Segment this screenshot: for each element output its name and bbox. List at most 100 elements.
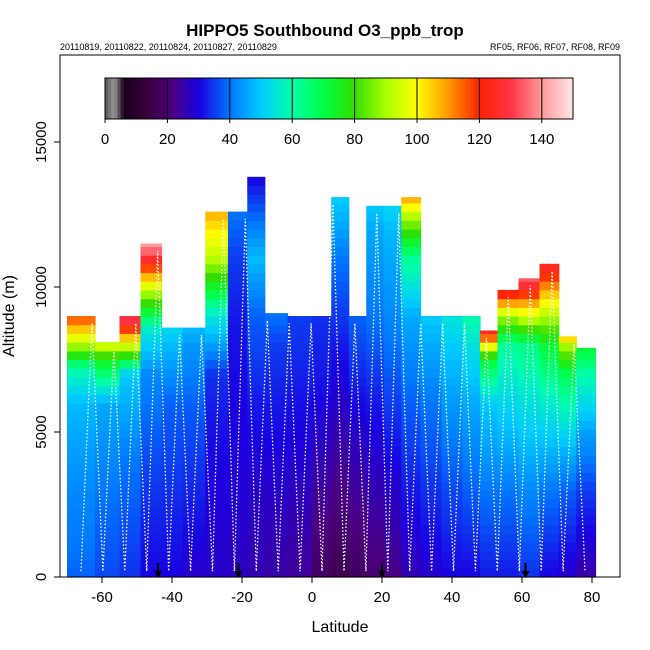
heat-cell bbox=[420, 490, 443, 500]
heat-cell bbox=[140, 385, 163, 395]
heat-cell bbox=[312, 359, 332, 369]
y-tick-label: 10000 bbox=[33, 266, 50, 308]
heat-cell bbox=[140, 255, 163, 265]
heat-cell bbox=[401, 542, 422, 552]
heat-cell bbox=[312, 472, 332, 482]
heat-cell bbox=[462, 420, 481, 430]
heat-cell bbox=[247, 289, 266, 300]
heat-cell bbox=[140, 246, 163, 256]
heat-cell bbox=[497, 403, 520, 413]
colorbar-swatch bbox=[245, 78, 250, 119]
heat-cell bbox=[228, 385, 248, 395]
colorbar-swatch bbox=[516, 78, 521, 119]
heat-cell bbox=[480, 463, 499, 474]
heat-cell bbox=[441, 333, 464, 343]
heat-cell bbox=[228, 429, 248, 439]
heat-cell bbox=[312, 429, 332, 439]
heat-cell bbox=[558, 550, 577, 561]
heat-cell bbox=[401, 490, 422, 500]
colorbar-swatch bbox=[429, 78, 434, 119]
heat-cell bbox=[518, 568, 541, 578]
heat-cell bbox=[480, 568, 499, 578]
colorbar-swatch bbox=[482, 78, 487, 119]
colorbar-swatch bbox=[270, 78, 274, 119]
heat-cell bbox=[366, 220, 385, 230]
heat-cell bbox=[480, 330, 499, 334]
heat-cell bbox=[518, 289, 541, 300]
y-tick-label: 0 bbox=[33, 573, 50, 581]
heat-column bbox=[205, 211, 229, 578]
heat-cell bbox=[182, 463, 206, 474]
heat-cell bbox=[441, 481, 464, 491]
colorbar-swatch bbox=[282, 78, 287, 119]
heat-cell bbox=[287, 342, 313, 352]
heat-cell bbox=[228, 516, 248, 526]
heat-cell bbox=[182, 550, 206, 561]
colorbar-tick-label: 40 bbox=[221, 131, 238, 148]
heat-cell bbox=[228, 446, 248, 456]
x-tick-label: -40 bbox=[161, 589, 183, 606]
heat-cell bbox=[518, 559, 541, 569]
heat-cell bbox=[247, 446, 266, 456]
colorbar-swatch bbox=[345, 78, 349, 119]
heat-cell bbox=[366, 342, 385, 352]
heat-cell bbox=[441, 429, 464, 439]
heat-cell bbox=[247, 533, 266, 543]
heat-cell bbox=[401, 272, 422, 282]
heat-cell bbox=[558, 403, 577, 413]
heat-cell bbox=[119, 550, 142, 561]
colorbar-tick-label: 140 bbox=[529, 131, 554, 148]
heat-cell bbox=[401, 350, 422, 361]
colorbar-swatch bbox=[432, 78, 437, 119]
heat-column bbox=[287, 316, 313, 578]
heat-cell bbox=[312, 324, 332, 334]
heat-cell bbox=[95, 542, 121, 552]
heat-cell bbox=[558, 376, 577, 387]
colorbar-swatch bbox=[161, 78, 165, 119]
heat-cell bbox=[401, 411, 422, 421]
heat-cell bbox=[383, 376, 402, 387]
heat-cell bbox=[539, 498, 560, 508]
heat-cell bbox=[119, 481, 142, 491]
heat-cell bbox=[558, 507, 577, 517]
heat-cell bbox=[205, 281, 229, 291]
heat-cell bbox=[497, 516, 520, 526]
heat-cell bbox=[287, 498, 313, 508]
colorbar-swatch bbox=[214, 78, 218, 119]
heat-cell bbox=[161, 327, 184, 334]
chart-title: HIPPO5 Southbound O3_ppb_trop bbox=[186, 21, 464, 40]
heat-cell bbox=[366, 263, 385, 274]
heat-cell bbox=[119, 342, 142, 352]
heat-cell bbox=[312, 490, 332, 500]
colorbar-swatch bbox=[404, 78, 409, 119]
heat-cell bbox=[497, 411, 520, 421]
heat-cell bbox=[182, 368, 206, 378]
colorbar-swatch bbox=[351, 78, 356, 119]
heat-cell bbox=[161, 516, 184, 526]
heat-cell bbox=[228, 316, 248, 326]
heat-cell bbox=[480, 368, 499, 378]
heat-cell bbox=[140, 324, 163, 334]
heat-cell bbox=[401, 307, 422, 317]
heat-cell bbox=[420, 385, 443, 395]
heat-cell bbox=[558, 446, 577, 456]
heat-cell bbox=[247, 490, 266, 500]
heat-cell bbox=[420, 498, 443, 508]
colorbar-swatch bbox=[145, 78, 150, 119]
heat-cell bbox=[264, 437, 289, 448]
heat-cell bbox=[95, 446, 121, 456]
heat-cell bbox=[228, 463, 248, 474]
colorbar-swatch bbox=[307, 78, 312, 119]
heat-cell bbox=[558, 516, 577, 526]
heat-column bbox=[140, 243, 163, 578]
heat-cell bbox=[539, 472, 560, 482]
heat-cell bbox=[205, 272, 229, 282]
colorbar-swatch bbox=[301, 78, 306, 119]
heat-cell bbox=[441, 542, 464, 552]
colorbar-swatch bbox=[445, 78, 449, 119]
heat-cell bbox=[518, 524, 541, 535]
heat-cell bbox=[348, 463, 367, 474]
heat-cell bbox=[247, 229, 266, 239]
heat-cell bbox=[287, 437, 313, 448]
colorbar-swatch bbox=[413, 78, 418, 119]
